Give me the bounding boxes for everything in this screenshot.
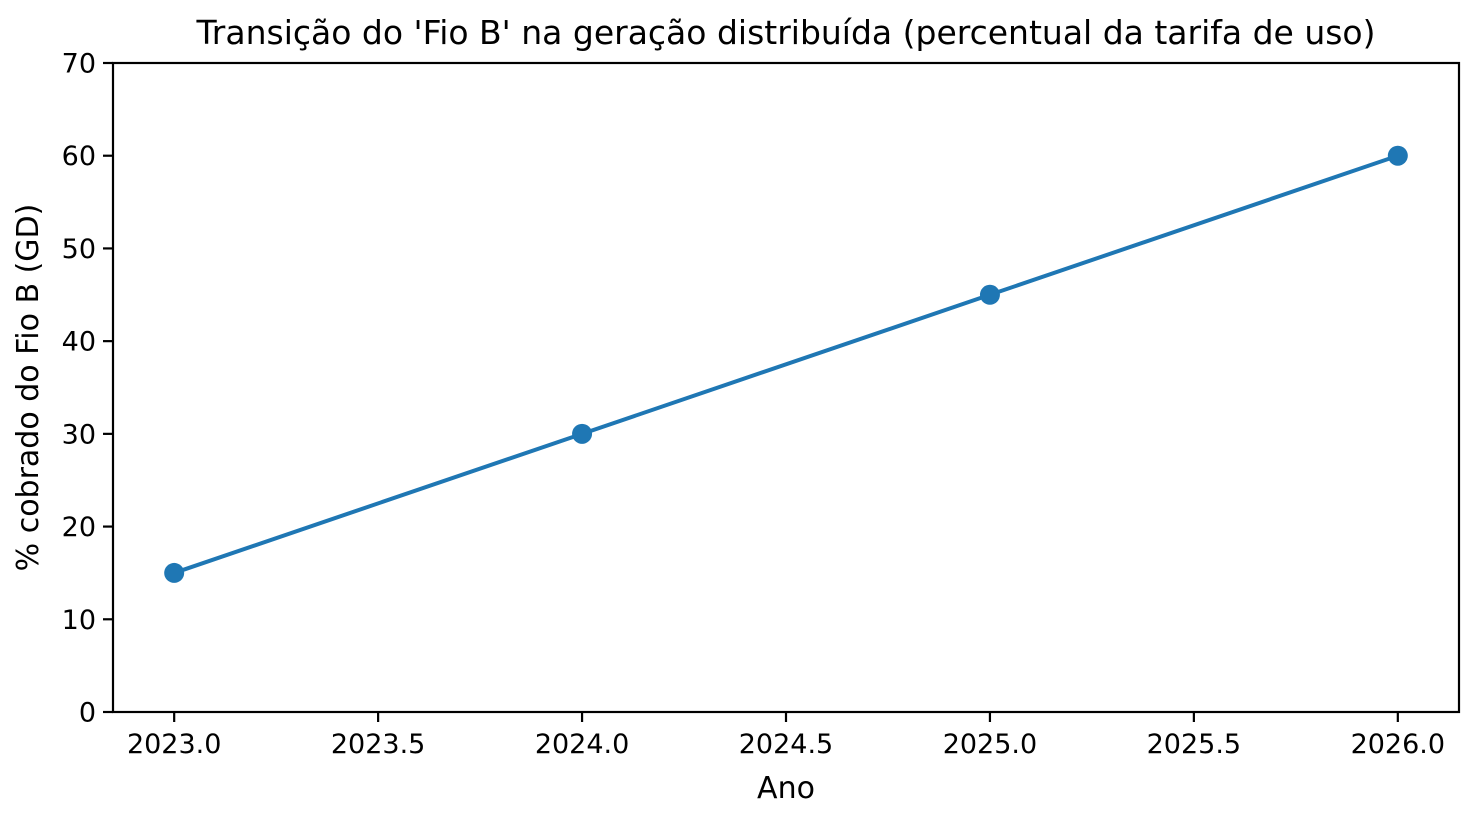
y-tick-label: 0 <box>79 698 96 729</box>
data-point <box>1387 145 1408 166</box>
x-tick-label: 2026.0 <box>1351 729 1445 760</box>
y-tick-label: 70 <box>62 49 96 80</box>
plot-area: 2023.0 2023.5 2024.0 2024.5 2025.0 2025.5 2026… <box>62 49 1461 760</box>
axes-frame <box>111 61 1461 714</box>
x-tick-label: 2023.0 <box>127 729 221 760</box>
x-tick-label: 2024.5 <box>739 729 833 760</box>
y-tick-label: 10 <box>62 605 96 636</box>
y-tick-label: 20 <box>62 512 96 543</box>
y-tick-label: 30 <box>62 419 96 450</box>
y-tick-label: 40 <box>62 327 96 358</box>
y-tick-label: 50 <box>62 234 96 265</box>
x-tick-label: 2024.0 <box>535 729 629 760</box>
data-point <box>979 284 1000 305</box>
data-point <box>572 423 593 444</box>
x-axis-label: Ano <box>757 771 815 806</box>
data-point <box>164 562 185 583</box>
data-line <box>172 153 1400 575</box>
y-axis-label: % cobrado do Fio B (GD) <box>11 204 46 572</box>
x-tick-label: 2025.0 <box>943 729 1037 760</box>
x-tick-label: 2023.5 <box>331 729 425 760</box>
x-tick-label: 2025.5 <box>1147 729 1241 760</box>
y-tick-label: 60 <box>62 141 96 172</box>
chart-title: Transição do 'Fio B' na geração distribu… <box>196 13 1376 52</box>
